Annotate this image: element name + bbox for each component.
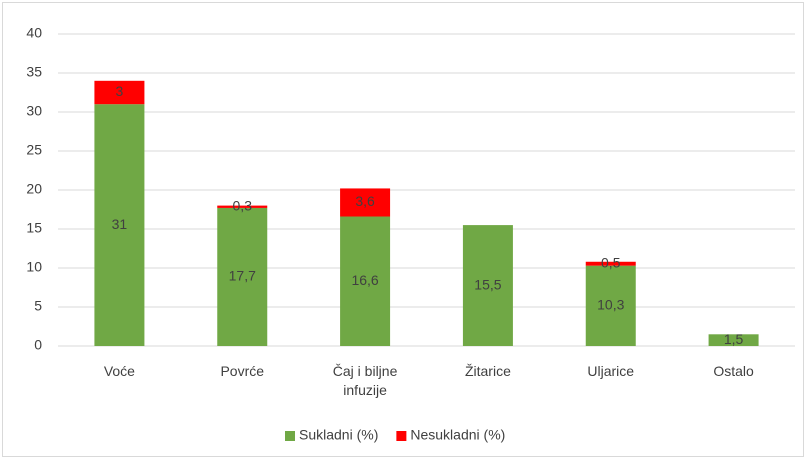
legend-swatch <box>396 431 407 441</box>
data-label: 0,5 <box>601 254 621 270</box>
data-label: 1,5 <box>724 331 744 347</box>
data-label: 0,3 <box>233 197 253 213</box>
x-tick-label: Povrće <box>220 363 265 379</box>
y-tick-label: 5 <box>34 298 42 314</box>
data-label: 10,3 <box>597 297 624 313</box>
x-tick-label: Čaj i biljne infuzije <box>332 363 398 398</box>
y-tick-label: 15 <box>26 220 42 236</box>
x-tick-label: Ostalo <box>713 363 754 379</box>
data-label: 16,6 <box>351 272 378 288</box>
bar-segment <box>340 216 391 346</box>
legend-label: Sukladni (%) <box>299 427 378 443</box>
bar-segment <box>585 261 636 266</box>
x-tick-label: Voće <box>103 363 135 379</box>
bar-segment <box>585 265 636 346</box>
legend-swatch <box>285 431 295 441</box>
bar-segment <box>94 104 145 346</box>
y-tick-label: 0 <box>34 337 42 353</box>
data-label: 3 <box>116 83 124 99</box>
bar-segment <box>708 334 759 346</box>
y-tick-label: 25 <box>26 142 42 158</box>
bar-segment <box>340 188 391 217</box>
bar-segment <box>94 80 145 105</box>
bar-segment <box>217 207 268 346</box>
legend-label: Nesukladni (%) <box>410 427 505 443</box>
bar-segment <box>217 205 268 208</box>
bar-segment <box>462 225 513 346</box>
x-tick-label: Žitarice <box>464 363 511 379</box>
data-label: 31 <box>112 216 128 232</box>
y-tick-label: 40 <box>26 25 42 41</box>
y-tick-label: 30 <box>26 103 42 119</box>
data-label: 17,7 <box>229 268 256 284</box>
x-tick-label: Uljarice <box>587 363 635 379</box>
data-label: 15,5 <box>474 276 501 292</box>
y-tick-label: 10 <box>26 259 42 275</box>
data-label: 3,6 <box>355 193 375 209</box>
y-tick-label: 35 <box>26 64 42 80</box>
y-tick-label: 20 <box>26 181 42 197</box>
